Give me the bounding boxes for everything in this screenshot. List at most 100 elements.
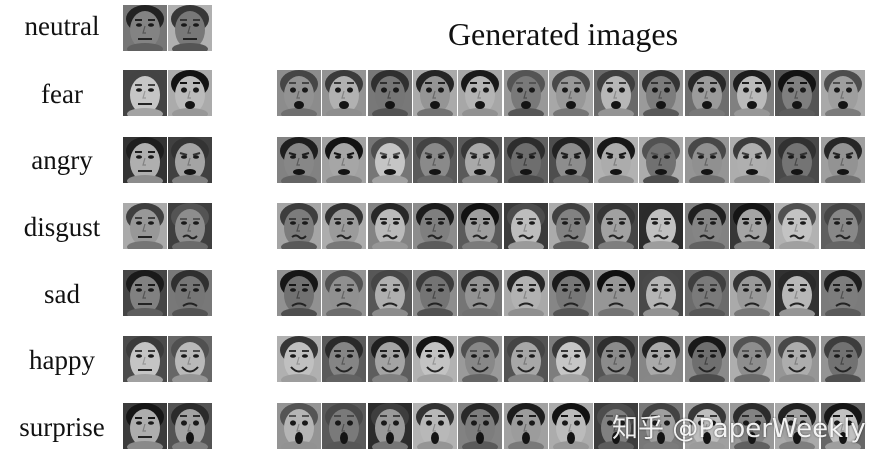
generated-face xyxy=(775,270,819,316)
generated-face xyxy=(775,137,819,183)
generated-face xyxy=(368,270,412,316)
generated-face xyxy=(549,137,593,183)
generated-face xyxy=(639,270,683,316)
generated-face xyxy=(322,70,366,116)
generated-face xyxy=(413,336,457,382)
generated-face xyxy=(594,270,638,316)
row-label-disgust: disgust xyxy=(23,212,101,242)
generated-face xyxy=(549,270,593,316)
generated-face xyxy=(730,270,774,316)
reference-face xyxy=(123,70,167,116)
generated-face xyxy=(685,270,729,316)
generated-face xyxy=(504,137,548,183)
reference-face xyxy=(168,203,212,249)
generated-face xyxy=(775,336,819,382)
generated-face xyxy=(368,336,412,382)
generated-face xyxy=(821,336,865,382)
reference-face xyxy=(123,336,167,382)
generated-face xyxy=(821,270,865,316)
generated-face xyxy=(775,203,819,249)
generated-face xyxy=(277,137,321,183)
reference-face xyxy=(168,336,212,382)
generated-face xyxy=(458,137,502,183)
generated-face xyxy=(594,70,638,116)
generated-face xyxy=(821,403,865,449)
generated-face xyxy=(413,70,457,116)
reference-face xyxy=(168,70,212,116)
generated-face xyxy=(549,70,593,116)
reference-face xyxy=(123,5,167,51)
generated-face xyxy=(821,137,865,183)
generated-face xyxy=(413,137,457,183)
generated-face xyxy=(277,70,321,116)
generated-face xyxy=(549,203,593,249)
generated-face xyxy=(322,403,366,449)
generated-face xyxy=(639,336,683,382)
reference-face xyxy=(168,403,212,449)
generated-face xyxy=(730,70,774,116)
generated-face xyxy=(639,403,683,449)
generated-face xyxy=(685,336,729,382)
generated-face xyxy=(368,203,412,249)
generated-face xyxy=(322,137,366,183)
generated-face xyxy=(685,203,729,249)
reference-face xyxy=(123,403,167,449)
row-label-neutral: neutral xyxy=(24,11,100,41)
reference-face xyxy=(123,137,167,183)
generated-face xyxy=(639,137,683,183)
generated-face xyxy=(730,137,774,183)
generated-face xyxy=(504,203,548,249)
generated-face xyxy=(413,203,457,249)
generated-face xyxy=(368,70,412,116)
generated-face xyxy=(504,70,548,116)
generated-face xyxy=(368,137,412,183)
generated-face xyxy=(322,336,366,382)
generated-face xyxy=(821,70,865,116)
generated-face xyxy=(277,270,321,316)
generated-face xyxy=(549,336,593,382)
generated-face xyxy=(322,270,366,316)
row-label-fear: fear xyxy=(41,79,83,109)
reference-face xyxy=(123,203,167,249)
reference-face xyxy=(168,137,212,183)
generated-face xyxy=(639,203,683,249)
generated-face xyxy=(730,336,774,382)
row-label-angry: angry xyxy=(31,145,93,175)
generated-face xyxy=(458,203,502,249)
generated-face xyxy=(594,203,638,249)
watermark: 知乎 @PaperWeekly xyxy=(612,414,866,444)
generated-face xyxy=(685,70,729,116)
generated-face xyxy=(594,137,638,183)
generated-face xyxy=(549,403,593,449)
generated-face xyxy=(413,270,457,316)
reference-face xyxy=(168,5,212,51)
generated-face xyxy=(685,137,729,183)
row-label-surprise: surprise xyxy=(19,412,105,442)
generated-face xyxy=(458,403,502,449)
generated-face xyxy=(639,70,683,116)
reference-face xyxy=(168,270,212,316)
generated-face xyxy=(730,403,774,449)
generated-face xyxy=(594,336,638,382)
generated-face xyxy=(368,403,412,449)
generated-face xyxy=(504,336,548,382)
row-label-happy: happy xyxy=(29,345,95,375)
generated-face xyxy=(775,70,819,116)
generated-face xyxy=(504,270,548,316)
row-label-sad: sad xyxy=(44,279,80,309)
generated-images-title: Generated images xyxy=(447,16,679,52)
generated-face xyxy=(458,70,502,116)
generated-face xyxy=(458,270,502,316)
generated-face xyxy=(594,403,638,449)
generated-face xyxy=(821,203,865,249)
generated-face xyxy=(277,403,321,449)
generated-face xyxy=(775,403,819,449)
generated-face xyxy=(413,403,457,449)
reference-face xyxy=(123,270,167,316)
generated-face xyxy=(458,336,502,382)
generated-face xyxy=(277,336,321,382)
generated-face xyxy=(504,403,548,449)
generated-face xyxy=(730,203,774,249)
generated-face xyxy=(277,203,321,249)
